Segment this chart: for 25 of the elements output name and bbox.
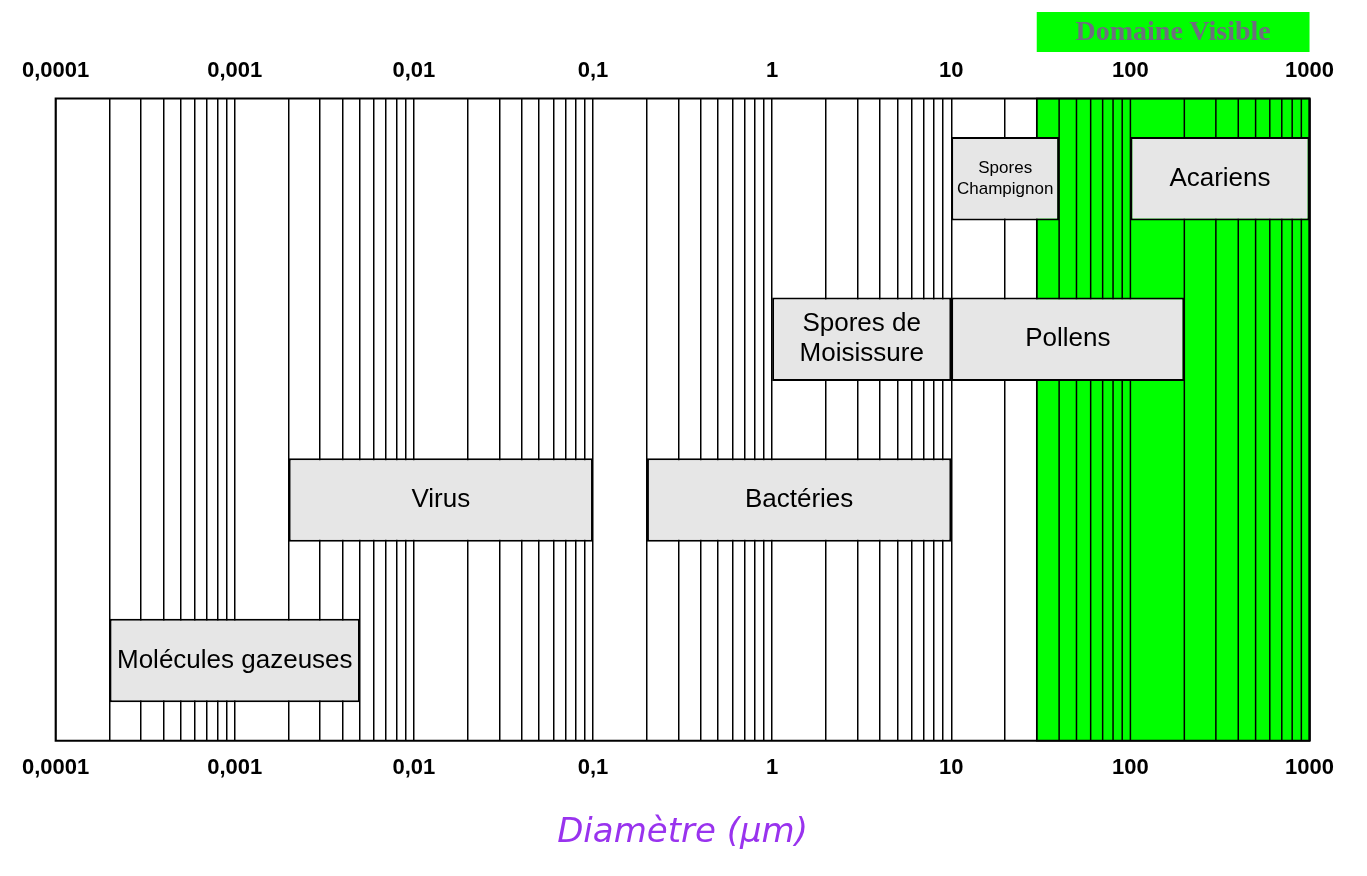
series-label: Spores de Moisissure (799, 307, 924, 368)
band-label: Domaine Visible (1075, 15, 1271, 47)
series-label: Virus (411, 483, 471, 514)
x-tick-label: 0,01 (392, 754, 436, 780)
x-tick-label: 100 (1112, 754, 1149, 780)
text: 0,01 (392, 57, 436, 83)
x-tick-label: 10 (939, 754, 964, 780)
text: 0,1 (577, 57, 609, 83)
x-tick-label: 0,0001 (22, 754, 90, 780)
text: 0,001 (207, 57, 263, 83)
series-label: Bactéries (744, 483, 854, 514)
text: 1000 (1285, 57, 1335, 83)
series-label: Molécules gazeuses (116, 643, 353, 674)
text: 1 (766, 57, 779, 83)
series-label: Pollens (1025, 322, 1111, 353)
x-tick-label: 1000 (1285, 754, 1335, 780)
series-label: Acariens (1169, 161, 1271, 192)
text: 0,0001 (22, 57, 90, 83)
x-tick-label: 0,1 (577, 754, 609, 780)
text: 100 (1112, 57, 1149, 83)
x-axis-title: Diamètre (μm) (557, 810, 808, 851)
text: 10 (939, 57, 964, 83)
series-label: Spores Champignon (957, 157, 1054, 198)
x-tick-label: 1 (766, 754, 779, 780)
x-tick-label: 0,001 (207, 754, 263, 780)
